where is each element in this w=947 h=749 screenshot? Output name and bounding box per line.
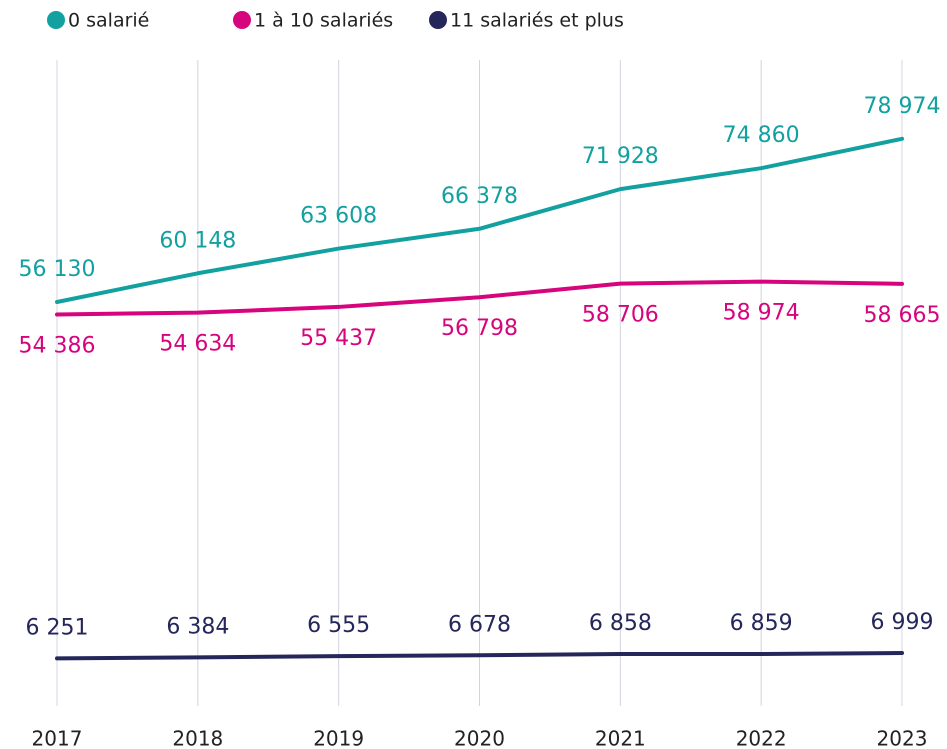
data-label: 58 665	[864, 303, 941, 328]
x-tick-label: 2022	[736, 727, 787, 749]
data-label: 78 974	[864, 94, 941, 119]
data-label: 60 148	[159, 228, 236, 253]
data-label: 6 859	[730, 611, 793, 636]
data-label: 6 999	[871, 610, 934, 635]
data-label: 6 555	[307, 613, 370, 638]
data-label: 6 384	[166, 614, 229, 639]
legend-label: 1 à 10 salariés	[254, 10, 393, 32]
series-line	[55, 279, 904, 317]
legend-label: 0 salarié	[68, 10, 149, 32]
data-label: 56 130	[19, 257, 96, 282]
data-label: 71 928	[582, 144, 659, 169]
legend-marker	[429, 11, 447, 29]
data-label: 74 860	[723, 123, 800, 148]
legend-marker	[47, 11, 65, 29]
x-tick-label: 2020	[454, 727, 505, 749]
data-label: 63 608	[300, 204, 377, 229]
x-tick-label: 2019	[313, 727, 364, 749]
data-label: 55 437	[300, 326, 377, 351]
x-tick-label: 2023	[877, 727, 928, 749]
data-label: 66 378	[441, 184, 518, 209]
x-tick-label: 2018	[172, 727, 223, 749]
data-label: 54 386	[19, 333, 96, 358]
series-line	[55, 650, 904, 661]
data-label: 58 974	[723, 301, 800, 326]
data-label: 6 858	[589, 611, 652, 636]
legend-marker	[233, 11, 251, 29]
x-tick-label: 2017	[32, 727, 83, 749]
data-label: 54 634	[159, 332, 236, 357]
data-label: 6 251	[26, 615, 89, 640]
data-label: 58 706	[582, 303, 659, 328]
series-line	[55, 136, 904, 304]
x-tick-label: 2021	[595, 727, 646, 749]
legend-label: 11 salariés et plus	[450, 10, 624, 32]
data-label: 56 798	[441, 316, 518, 341]
data-label: 6 678	[448, 612, 511, 637]
